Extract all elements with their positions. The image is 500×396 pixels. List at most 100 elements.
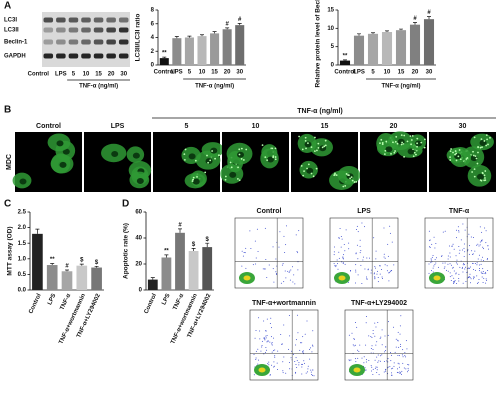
event-dot bbox=[283, 235, 285, 237]
nucleus bbox=[476, 173, 484, 180]
population-core bbox=[243, 275, 251, 281]
event-dot bbox=[243, 251, 245, 253]
event-dot bbox=[389, 232, 391, 234]
vacuole bbox=[415, 153, 417, 156]
vacuole bbox=[323, 145, 326, 148]
bar bbox=[222, 29, 232, 65]
bar bbox=[197, 36, 207, 65]
vacuole bbox=[413, 151, 416, 154]
vacuole bbox=[424, 138, 426, 141]
blot-band bbox=[106, 17, 116, 23]
vacuole bbox=[401, 141, 404, 144]
event-dot bbox=[442, 262, 444, 264]
x-tick-label: 15 bbox=[398, 70, 405, 76]
blot-band bbox=[43, 27, 54, 33]
event-dot bbox=[405, 368, 407, 370]
event-dot bbox=[261, 346, 263, 348]
blot-band bbox=[81, 39, 91, 45]
event-dot bbox=[338, 237, 340, 239]
event-dot bbox=[404, 352, 406, 354]
blot-band bbox=[118, 17, 129, 23]
event-dot bbox=[282, 370, 284, 372]
event-dot bbox=[354, 358, 356, 360]
vacuole bbox=[335, 174, 338, 177]
event-dot bbox=[371, 345, 373, 347]
vacuole bbox=[266, 159, 269, 162]
event-dot bbox=[307, 365, 309, 367]
vacuole bbox=[349, 177, 351, 180]
column-label: 30 bbox=[459, 123, 467, 130]
vacuole bbox=[423, 146, 426, 149]
event-dot bbox=[375, 326, 377, 328]
event-dot bbox=[372, 368, 374, 370]
vacuole bbox=[412, 155, 415, 158]
event-dot bbox=[357, 274, 359, 276]
error-bar bbox=[191, 248, 196, 251]
bar bbox=[76, 265, 88, 290]
vacuole bbox=[400, 134, 403, 137]
event-dot bbox=[452, 267, 454, 269]
event-dot bbox=[390, 360, 392, 362]
event-dot bbox=[370, 336, 372, 338]
event-dot bbox=[473, 278, 475, 280]
event-dot bbox=[399, 333, 401, 335]
nucleus bbox=[188, 153, 196, 160]
event-dot bbox=[274, 349, 276, 351]
event-dot bbox=[399, 325, 401, 327]
event-dot bbox=[407, 367, 409, 369]
event-dot bbox=[451, 245, 453, 247]
event-dot bbox=[458, 273, 460, 275]
vacuole bbox=[485, 144, 488, 147]
event-dot bbox=[265, 349, 267, 351]
significance-mark: # bbox=[65, 264, 69, 270]
event-dot bbox=[298, 362, 300, 364]
event-dot bbox=[291, 350, 293, 352]
event-dot bbox=[393, 264, 395, 266]
x-tick-label: Control bbox=[144, 293, 159, 315]
event-dot bbox=[271, 343, 273, 345]
error-bar bbox=[79, 263, 84, 266]
blot-band bbox=[43, 17, 54, 23]
event-dot bbox=[461, 249, 463, 251]
event-dot bbox=[366, 257, 368, 259]
x-tick-label: 20 bbox=[224, 70, 231, 76]
blot-band bbox=[68, 27, 79, 33]
event-dot bbox=[343, 254, 345, 256]
vacuole bbox=[476, 162, 479, 165]
event-dot bbox=[273, 361, 275, 363]
event-dot bbox=[304, 333, 306, 335]
event-dot bbox=[435, 257, 437, 259]
x-tick-label: Control bbox=[28, 293, 43, 315]
event-dot bbox=[384, 350, 386, 352]
event-dot bbox=[279, 231, 281, 233]
event-dot bbox=[457, 226, 459, 228]
event-dot bbox=[403, 367, 405, 369]
bar bbox=[423, 19, 435, 66]
event-dot bbox=[273, 366, 275, 368]
event-dot bbox=[293, 274, 295, 276]
event-dot bbox=[472, 253, 474, 255]
plot-title: TNF-α+wortmannin bbox=[252, 300, 316, 307]
event-dot bbox=[379, 273, 381, 275]
event-dot bbox=[455, 273, 457, 275]
nucleus bbox=[237, 151, 245, 158]
vacuole bbox=[312, 175, 315, 178]
bar bbox=[175, 232, 185, 290]
error-bar bbox=[427, 16, 431, 20]
vacuole bbox=[324, 144, 327, 147]
vacuole bbox=[472, 154, 475, 157]
event-dot bbox=[359, 344, 361, 346]
y-tick-label: 0.0 bbox=[18, 288, 27, 294]
event-dot bbox=[265, 337, 267, 339]
event-dot bbox=[372, 348, 374, 350]
significance-mark: $ bbox=[192, 242, 196, 248]
x-tick-label: Control bbox=[334, 70, 356, 76]
event-dot bbox=[483, 272, 485, 274]
event-dot bbox=[355, 264, 357, 266]
event-dot bbox=[482, 281, 484, 283]
event-dot bbox=[297, 332, 299, 334]
vacuole bbox=[240, 147, 243, 150]
vacuole bbox=[481, 146, 483, 148]
event-dot bbox=[372, 333, 374, 335]
event-dot bbox=[375, 258, 377, 260]
